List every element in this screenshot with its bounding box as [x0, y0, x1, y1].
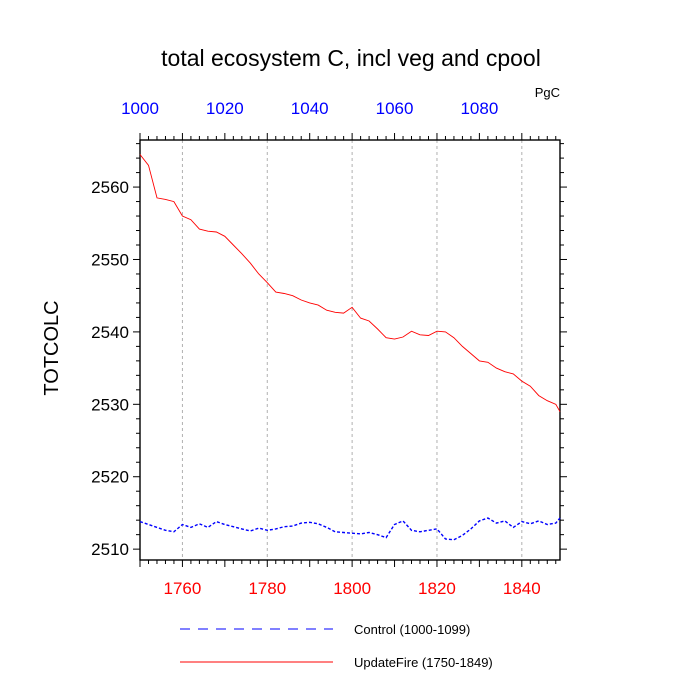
- y-tick-label: 2540: [91, 323, 129, 342]
- gridlines: [181, 140, 523, 560]
- x-bottom-tick-label: 1820: [418, 579, 456, 598]
- legend-label: Control (1000-1099): [354, 622, 470, 637]
- y-tick-label: 2510: [91, 540, 129, 559]
- legend-label: UpdateFire (1750-1849): [354, 655, 493, 670]
- chart-title: total ecosystem C, incl veg and cpool: [161, 45, 541, 71]
- x-top-tick-label: 1080: [460, 99, 498, 118]
- y-tick-label: 2560: [91, 178, 129, 197]
- y-axis-label: TOTCOLC: [41, 300, 63, 395]
- x-top-tick-label: 1040: [291, 99, 329, 118]
- x-top-tick-label: 1060: [376, 99, 414, 118]
- y-tick-label: 2530: [91, 395, 129, 414]
- plot-area: [139, 154, 561, 541]
- series-line-updatefire: [139, 154, 561, 412]
- x-bottom-tick-label: 1840: [503, 579, 541, 598]
- x-bottom-tick-label: 1760: [164, 579, 202, 598]
- units-label: PgC: [535, 85, 560, 100]
- y-tick-label: 2520: [91, 468, 129, 487]
- legend: Control (1000-1099) UpdateFire (1750-1849…: [180, 622, 493, 670]
- series-line-control: [139, 517, 561, 541]
- x-top-tick-label: 1020: [206, 99, 244, 118]
- plot-frame: [139, 139, 561, 561]
- axes: 2510 2520 2530 2540 2550 2560 1760 1780 1800 1820…: [91, 99, 567, 598]
- y-tick-label: 2550: [91, 250, 129, 269]
- x-top-tick-label: 1000: [121, 99, 159, 118]
- x-bottom-tick-label: 1800: [333, 579, 371, 598]
- x-bottom-tick-label: 1780: [248, 579, 286, 598]
